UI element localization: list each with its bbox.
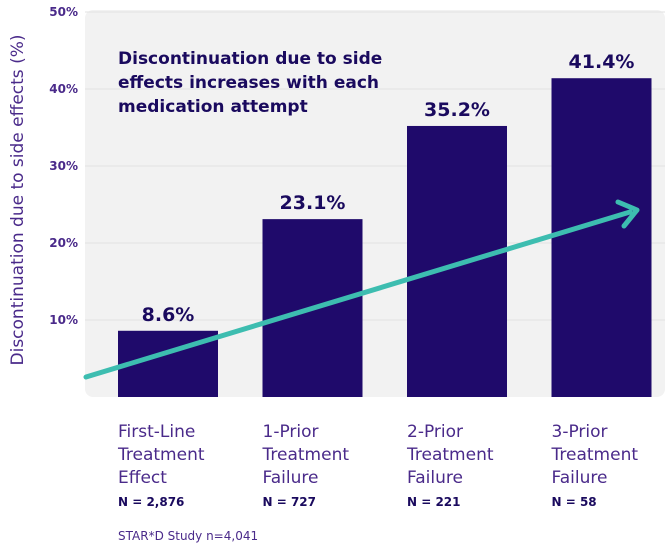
bar-value-label: 23.1%	[280, 192, 346, 214]
trend-arrow-shaft	[83, 209, 633, 380]
category-n-label: N = 727	[263, 495, 317, 509]
trend-arrow	[83, 199, 640, 380]
y-axis-ticks: 10% 20% 30% 40% 50%	[49, 5, 78, 327]
trend-arrow-head	[615, 199, 640, 229]
category-n-label: N = 58	[552, 495, 597, 509]
bar	[407, 125, 507, 398]
footer-source: STAR*D Study n=4,041	[118, 529, 258, 543]
category-n-label: N = 221	[407, 495, 461, 509]
category-label: Failure	[263, 468, 319, 488]
category-label: Treatment	[551, 445, 639, 465]
bar	[551, 78, 652, 397]
annotation: Discontinuation due to side effects incre…	[118, 49, 382, 117]
annotation-line: Discontinuation due to side	[118, 49, 382, 69]
category-labels: First-Line Treatment Effect N = 2,876 1-Prio…	[117, 422, 638, 509]
annotation-line: medication attempt	[118, 97, 308, 117]
category-label: Failure	[552, 468, 608, 488]
category-label: Treatment	[262, 445, 350, 465]
category-label: 3-Prior	[552, 422, 608, 442]
bar-value-label: 41.4%	[569, 51, 635, 73]
value-labels: 8.6% 23.1% 35.2% 41.4%	[142, 51, 635, 326]
category-label: 1-Prior	[263, 422, 319, 442]
y-tick-label: 50%	[49, 5, 78, 19]
bar-value-label: 35.2%	[424, 99, 490, 121]
chart-panel	[85, 10, 665, 397]
y-tick-label: 20%	[49, 236, 78, 250]
annotation-line: effects increases with each	[118, 73, 379, 93]
category-label: 2-Prior	[407, 422, 463, 442]
y-tick-label: 30%	[49, 159, 78, 173]
y-axis-label: Discontinuation due to side effects (%)	[8, 35, 28, 366]
category-label: Treatment	[117, 445, 205, 465]
category-label: Effect	[118, 468, 167, 488]
y-tick-label: 40%	[49, 82, 78, 96]
category-label: First-Line	[118, 422, 195, 442]
category-label: Treatment	[406, 445, 494, 465]
category-n-label: N = 2,876	[118, 495, 184, 509]
bar-value-label: 8.6%	[142, 304, 195, 326]
category-label: Failure	[407, 468, 463, 488]
y-tick-label: 10%	[49, 313, 78, 327]
